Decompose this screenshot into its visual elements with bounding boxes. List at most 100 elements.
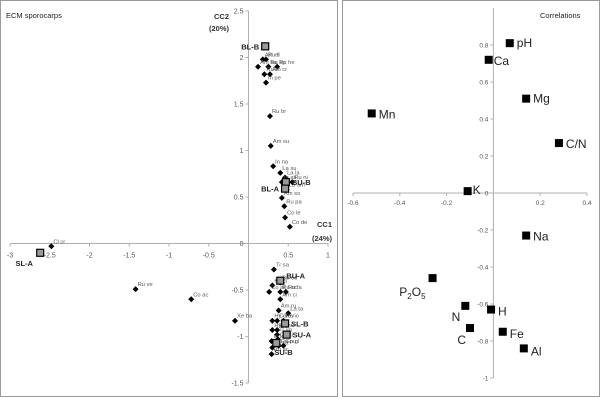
x-tick-label: -1 bbox=[166, 253, 172, 260]
species-point-ru-br bbox=[266, 113, 273, 120]
ecm-sporocarps-plot: -3 -2.5 -2 -1.5 -1 -0.5 0.5 1 -1.5 -1 -0.5 0 0.5 1 1.5… bbox=[7, 9, 333, 388]
site-label-sl-a: SL-A bbox=[15, 259, 33, 268]
species-label-hy-ol: Hy ol bbox=[274, 314, 287, 320]
species-label-am-ba: Am ba bbox=[260, 60, 278, 66]
species-label-ru-he: Ru he bbox=[279, 60, 294, 66]
species-label-ru-io: Ru io bbox=[285, 314, 299, 320]
species-label-co-ev: Co ev bbox=[279, 314, 294, 320]
x-tick-label: 0.5 bbox=[283, 253, 293, 260]
x-tick-label: 1 bbox=[326, 253, 330, 260]
variable-marker-na bbox=[522, 231, 531, 240]
x-tick-label: -0.5 bbox=[203, 253, 215, 260]
species-point-co-ac bbox=[188, 296, 195, 303]
y-axis-label: CC2 bbox=[214, 12, 229, 21]
species-label-la-su: La su bbox=[282, 166, 296, 172]
species-point-co-ev bbox=[274, 317, 281, 324]
y-tick-label: 2.5 bbox=[234, 9, 244, 16]
right-chart-title: Correlations bbox=[540, 11, 581, 20]
y-tick-label: -0.6 bbox=[477, 302, 489, 309]
species-point-am-so bbox=[278, 194, 285, 201]
x-tick-label: -1.5 bbox=[123, 253, 135, 260]
species-point-ru-ni bbox=[289, 179, 296, 186]
variable-marker-ph bbox=[505, 39, 514, 48]
correlations-panel: Correlations -0.6 -0.4 -0.2 0.2 0.4 -1 -0.8 -0.… bbox=[342, 0, 600, 397]
species-point-am-el bbox=[259, 56, 266, 63]
x-tick-label: 0.4 bbox=[582, 200, 591, 207]
species-label-ru-ac: Ru ac bbox=[274, 347, 289, 353]
variable-label-h: H bbox=[498, 305, 507, 319]
species-point-cl-cr bbox=[48, 243, 55, 250]
species-point-co-le bbox=[282, 214, 289, 221]
species-label-ru-cy: Ru cy bbox=[270, 60, 285, 66]
species-label-ru-br: Ru br bbox=[272, 109, 286, 115]
variable-label-ca: Ca bbox=[494, 54, 510, 68]
species-label-am-ru: Am ru bbox=[281, 303, 296, 309]
species-label-ru-ri: Ru ri bbox=[266, 67, 278, 73]
species-point-ru-ve bbox=[132, 286, 139, 293]
ecm-sporocarps-panel: ECM sporocarps -3 -2.5 -2 -1.5 -1 -0.5 0.5 1 -1.… bbox=[0, 0, 338, 397]
x-tick-label: 0.2 bbox=[536, 200, 545, 207]
x-tick-label: -2.5 bbox=[44, 253, 56, 260]
species-point-tr-sa bbox=[270, 266, 277, 273]
x-tick-label: -2 bbox=[86, 253, 92, 260]
y-tick-label: 0.2 bbox=[479, 154, 488, 161]
site-label-bl-b: BL-B bbox=[241, 42, 259, 51]
species-label-la-la: La la bbox=[287, 170, 300, 176]
y-tick-label: -0.8 bbox=[477, 339, 489, 346]
species-label-am-el: Am el bbox=[265, 52, 280, 58]
variable-label-k: K bbox=[473, 183, 481, 197]
species-point-ru-li bbox=[262, 56, 269, 63]
species-point-ru-ac bbox=[268, 351, 275, 358]
variable-label-p2o5: P2O5 bbox=[399, 285, 426, 301]
site-marker-su-b bbox=[272, 338, 281, 348]
species-label-am-so: Am so bbox=[284, 191, 300, 197]
variable-marker-mn bbox=[367, 109, 376, 118]
variable-label-mn: Mn bbox=[379, 107, 396, 121]
site-label-su-a: SU-A bbox=[293, 331, 312, 340]
species-label-am-su: Am su bbox=[273, 139, 289, 145]
x-axis-label: (24%) bbox=[312, 234, 333, 243]
species-point-in-pe bbox=[262, 79, 269, 86]
species-label-ru-oc: Ru oc bbox=[282, 285, 297, 291]
species-point-la-su bbox=[277, 169, 284, 176]
species-point-hy-ol bbox=[269, 317, 276, 324]
species-point-tr-im bbox=[274, 331, 281, 338]
y-axis-label: (20%) bbox=[209, 24, 230, 33]
species-label-ru-li: Ru li bbox=[268, 52, 280, 58]
variable-marker-fe bbox=[498, 327, 507, 336]
species-point-am-ci bbox=[277, 296, 284, 303]
species-label-ru-fa: Ru fa bbox=[288, 285, 303, 291]
variable-marker-al bbox=[519, 344, 528, 353]
species-label-in-pe: In pe bbox=[268, 76, 281, 82]
species-label-cl-cr: Cl cr bbox=[53, 239, 65, 245]
species-point-la-ta bbox=[285, 310, 292, 317]
site-marker-bu-a bbox=[276, 276, 285, 285]
species-label-co-ar: Co ar bbox=[271, 285, 285, 291]
site-marker-bl-a bbox=[280, 184, 290, 193]
variable-marker-c-n bbox=[554, 139, 563, 148]
variable-marker-p2o5 bbox=[428, 274, 437, 283]
species-point-ru-pa bbox=[281, 203, 288, 210]
species-label-la-ta: La ta bbox=[290, 306, 304, 312]
species-label-la-am: La am bbox=[289, 183, 305, 189]
species-label-tr-sa: Tr sa bbox=[276, 263, 290, 269]
species-label-bo-ed: Bo ed bbox=[282, 276, 297, 282]
species-point-go-gl bbox=[280, 342, 287, 349]
y-tick-label: -1.5 bbox=[231, 381, 243, 388]
variable-label-c-n: C/N bbox=[566, 137, 587, 151]
y-tick-label: -1 bbox=[483, 376, 489, 383]
variable-marker-h bbox=[487, 305, 496, 314]
species-point-am-su bbox=[267, 142, 274, 149]
species-label-ru-ve: Ru ve bbox=[138, 282, 153, 288]
y-tick-label: -0.2 bbox=[477, 228, 489, 235]
correlations-plot: -0.6 -0.4 -0.2 0.2 0.4 -1 -0.8 -0.6 -0.4 -0.2 0 0.2… bbox=[347, 8, 592, 383]
species-label-am-cr: Am cr bbox=[272, 67, 287, 73]
y-tick-label: -0.4 bbox=[477, 265, 489, 272]
species-label-xe-ba: Xe ba bbox=[237, 314, 253, 320]
species-label-co-ac: Co ac bbox=[193, 292, 208, 298]
species-label-am-ci: Am ci bbox=[282, 292, 297, 298]
site-label-bu-a: BU-A bbox=[286, 272, 305, 281]
y-tick-label: 0 bbox=[240, 241, 244, 248]
x-tick-label: -3 bbox=[7, 253, 13, 260]
variable-label-ph: pH bbox=[517, 36, 532, 50]
